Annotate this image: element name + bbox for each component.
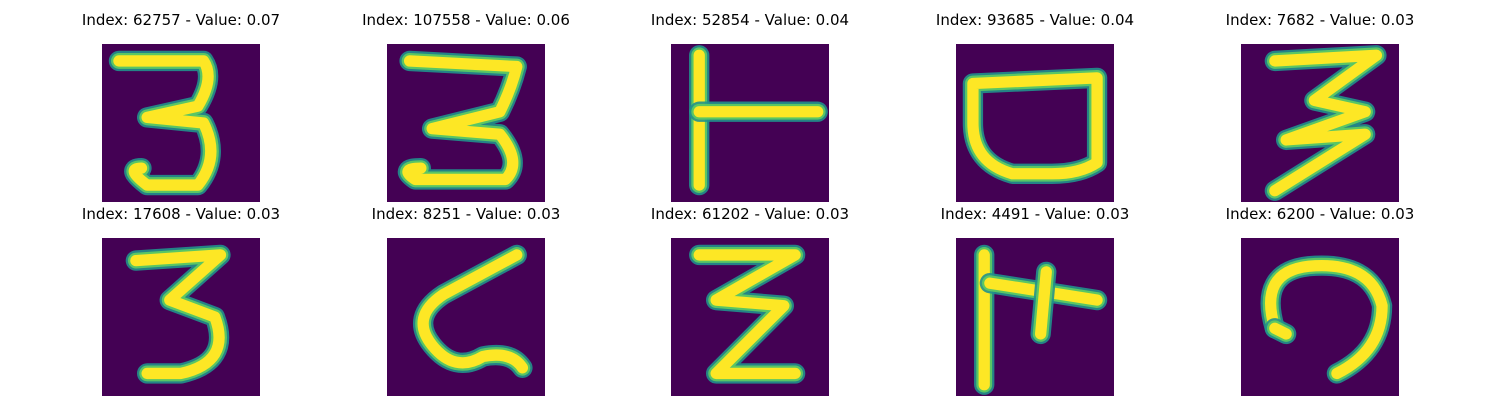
glyph-stroke <box>1265 259 1388 380</box>
tile-title: Index: 7682 - Value: 0.03 <box>1225 11 1415 29</box>
image-tile: Index: 17608 - Value: 0.03 <box>51 204 311 396</box>
three-bold-icon <box>1241 44 1399 202</box>
tile-title: Index: 61202 - Value: 0.03 <box>650 205 850 223</box>
tile-title: Index: 52854 - Value: 0.04 <box>650 11 850 29</box>
glyph-stroke <box>1269 49 1383 197</box>
hook-curve-icon <box>1241 238 1399 396</box>
t-shape-icon <box>671 44 829 202</box>
tile-title: Index: 4491 - Value: 0.03 <box>940 205 1130 223</box>
image-tile: Index: 62757 - Value: 0.07 <box>51 10 311 202</box>
glyph-stroke <box>1269 322 1292 340</box>
tile-title: Index: 6200 - Value: 0.03 <box>1225 205 1415 223</box>
image-tile: Index: 107558 - Value: 0.06 <box>336 10 596 202</box>
image-tile: Index: 93685 - Value: 0.04 <box>905 10 1165 202</box>
z-zigzag-icon <box>671 238 829 396</box>
cross-branch-icon <box>956 238 1114 396</box>
image-tile: Index: 61202 - Value: 0.03 <box>620 204 880 396</box>
glyph-stroke <box>402 55 523 186</box>
image-tile: Index: 6200 - Value: 0.03 <box>1190 204 1450 396</box>
tile-title: Index: 8251 - Value: 0.03 <box>371 205 561 223</box>
three-thick-icon <box>102 238 260 396</box>
glyph-stroke <box>967 72 1103 180</box>
tile-title: Index: 17608 - Value: 0.03 <box>81 205 281 223</box>
bowl-shape-icon <box>956 44 1114 202</box>
glyph-stroke <box>130 249 227 380</box>
glyph-stroke <box>693 249 801 380</box>
image-tile: Index: 7682 - Value: 0.03 <box>1190 10 1450 202</box>
image-tile: Index: 4491 - Value: 0.03 <box>905 204 1165 396</box>
tile-title: Index: 62757 - Value: 0.07 <box>81 11 281 29</box>
glyph-stroke <box>417 249 529 374</box>
tile-title: Index: 93685 - Value: 0.04 <box>935 11 1135 29</box>
three-narrow-icon <box>102 44 260 202</box>
tile-title: Index: 107558 - Value: 0.06 <box>362 11 570 29</box>
image-tile: Index: 52854 - Value: 0.04 <box>620 10 880 202</box>
three-wide-icon <box>387 44 545 202</box>
image-tile: Index: 8251 - Value: 0.03 <box>336 204 596 396</box>
glyph-stroke <box>1035 266 1052 340</box>
zigzag-squiggle-icon <box>387 238 545 396</box>
glyph-stroke <box>113 55 217 191</box>
